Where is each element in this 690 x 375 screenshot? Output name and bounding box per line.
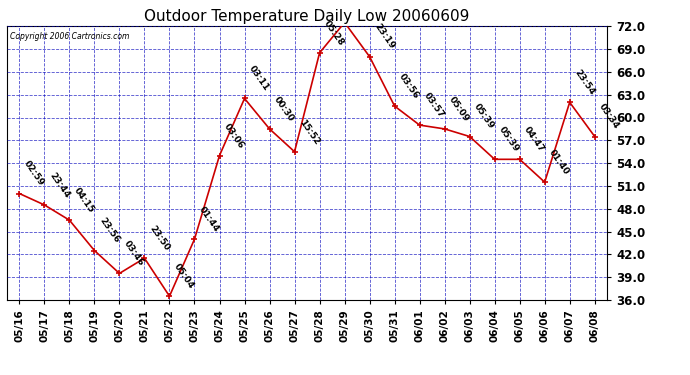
Text: 01:44: 01:44 — [197, 205, 221, 234]
Text: 23:44: 23:44 — [47, 171, 71, 200]
Text: 03:34: 03:34 — [598, 102, 621, 131]
Text: 02:59: 02:59 — [22, 159, 46, 188]
Text: 23:54: 23:54 — [573, 68, 596, 97]
Text: 03:06: 03:06 — [222, 122, 246, 150]
Text: 03:56: 03:56 — [397, 72, 421, 100]
Text: 05:09: 05:09 — [447, 95, 471, 123]
Text: 05:28: 05:28 — [322, 19, 346, 47]
Text: 05:39: 05:39 — [497, 125, 521, 154]
Text: 05:04: 05:04 — [172, 262, 196, 291]
Text: 04:15: 04:15 — [72, 186, 96, 214]
Text: 04:47: 04:47 — [522, 125, 546, 154]
Text: 03:57: 03:57 — [422, 91, 446, 120]
Text: Copyright 2006 Cartronics.com: Copyright 2006 Cartronics.com — [10, 32, 129, 41]
Text: 23:56: 23:56 — [97, 216, 121, 245]
Title: Outdoor Temperature Daily Low 20060609: Outdoor Temperature Daily Low 20060609 — [144, 9, 470, 24]
Text: 15:52: 15:52 — [297, 117, 321, 146]
Text: 23:19: 23:19 — [373, 22, 396, 51]
Text: 01:40: 01:40 — [547, 148, 571, 177]
Text: 00:30: 00:30 — [273, 95, 296, 123]
Text: 03:46: 03:46 — [122, 239, 146, 268]
Text: 05:39: 05:39 — [473, 102, 496, 131]
Text: 23:59: 23:59 — [0, 374, 1, 375]
Text: 03:11: 03:11 — [247, 64, 271, 93]
Text: 23:50: 23:50 — [147, 224, 171, 253]
